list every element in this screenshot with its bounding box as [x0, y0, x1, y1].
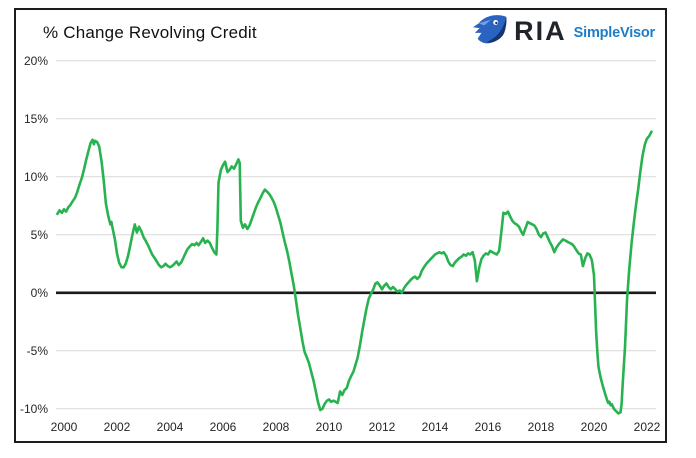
chart-frame: % Change Revolving Credit RIA SimpleViso… — [14, 8, 667, 443]
y-gridlines — [56, 60, 656, 410]
svg-text:0%: 0% — [31, 286, 49, 300]
svg-text:2020: 2020 — [581, 420, 608, 434]
svg-text:15%: 15% — [24, 112, 48, 126]
chart-title: % Change Revolving Credit — [43, 23, 257, 42]
svg-text:-10%: -10% — [20, 402, 48, 416]
svg-text:20%: 20% — [24, 54, 48, 68]
svg-text:-5%: -5% — [27, 344, 49, 358]
brand-product: SimpleVisor — [573, 24, 656, 41]
svg-text:2008: 2008 — [263, 420, 290, 434]
svg-text:2006: 2006 — [210, 420, 237, 434]
svg-text:10%: 10% — [24, 170, 48, 184]
y-axis-labels: 20% 15% 10% 5% 0% -5% -10% — [20, 54, 48, 416]
svg-text:2014: 2014 — [422, 420, 449, 434]
revolving-credit-line — [56, 130, 653, 415]
svg-text:2000: 2000 — [51, 420, 78, 434]
svg-text:2012: 2012 — [369, 420, 396, 434]
svg-text:2016: 2016 — [475, 420, 502, 434]
ria-eagle-logo-icon — [473, 15, 507, 44]
svg-text:2004: 2004 — [157, 420, 184, 434]
svg-text:5%: 5% — [31, 228, 49, 242]
svg-text:2018: 2018 — [528, 420, 555, 434]
x-axis-labels: 2000 2002 2004 2006 2008 2010 2012 2014 2016 2018… — [51, 420, 661, 434]
svg-text:2002: 2002 — [104, 420, 131, 434]
ria-simplevisor-logo: RIA SimpleVisor — [471, 13, 655, 49]
svg-text:2010: 2010 — [316, 420, 343, 434]
svg-text:2022: 2022 — [634, 420, 661, 434]
brand-name: RIA — [514, 15, 567, 46]
